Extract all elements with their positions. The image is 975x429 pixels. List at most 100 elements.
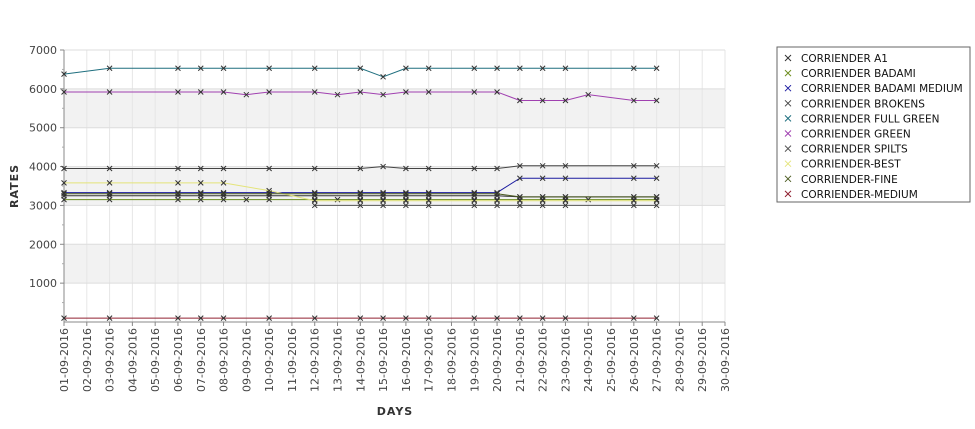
x-tick-label: 30-09-2016 <box>719 328 732 392</box>
marker-stroke <box>517 175 523 182</box>
marker-stroke <box>494 197 500 204</box>
marker-stroke <box>334 91 341 98</box>
data-point <box>357 190 364 197</box>
series-line <box>64 193 657 198</box>
data-point <box>653 162 660 169</box>
y-tick-label: 2000 <box>29 238 57 251</box>
data-point <box>220 315 227 321</box>
marker-stroke <box>585 91 592 98</box>
data-point <box>61 71 67 77</box>
x-tick-label: 08-09-2016 <box>218 328 231 392</box>
x-tick-label: 28-09-2016 <box>673 328 686 392</box>
marker-stroke <box>106 89 113 95</box>
series-line <box>64 165 657 170</box>
data-point <box>471 89 478 95</box>
marker-stroke <box>403 202 409 209</box>
x-tick-label: 09-09-2016 <box>240 328 253 392</box>
data-point <box>266 190 272 197</box>
marker-stroke <box>220 196 227 203</box>
marker-stroke <box>357 165 364 172</box>
legend-item: CORRIENDER-FINE <box>784 174 898 186</box>
data-point <box>562 97 569 104</box>
marker-stroke <box>494 65 500 72</box>
data-point <box>357 202 364 209</box>
marker-stroke <box>425 202 432 209</box>
marker-stroke <box>784 130 792 137</box>
marker-stroke <box>106 190 113 197</box>
marker-stroke <box>494 315 500 321</box>
x-tick-label: 29-09-2016 <box>696 328 709 392</box>
data-point <box>425 190 432 197</box>
data-point <box>403 189 409 196</box>
marker-stroke <box>106 180 113 186</box>
marker-stroke <box>425 196 432 203</box>
data-point <box>562 175 569 182</box>
data-point <box>61 165 67 172</box>
data-point <box>175 180 181 186</box>
data-point <box>311 89 318 95</box>
marker-stroke <box>403 315 409 321</box>
marker-stroke <box>311 65 318 72</box>
x-tick-label: 13-09-2016 <box>332 328 345 392</box>
marker-stroke <box>784 99 792 107</box>
data-point <box>471 196 478 203</box>
data-point <box>220 196 227 203</box>
data-point <box>585 196 592 203</box>
marker-stroke <box>380 163 386 170</box>
data-point <box>334 196 341 203</box>
x-tick-label: 06-09-2016 <box>172 328 185 392</box>
data-point <box>61 315 67 321</box>
marker-stroke <box>197 180 204 186</box>
data-point <box>197 65 204 72</box>
data-point <box>494 196 500 203</box>
legend-item: CORRIENDER BADAMI <box>784 68 916 80</box>
data-point <box>311 197 318 204</box>
marker-stroke <box>784 160 792 168</box>
legend-label: CORRIENDER A1 <box>801 53 888 65</box>
data-point <box>175 315 181 321</box>
marker-stroke <box>380 190 386 197</box>
data-point <box>243 196 250 203</box>
x-tick-label: 21-09-2016 <box>514 328 527 392</box>
marker-stroke <box>517 97 523 104</box>
legend-marker <box>784 54 792 62</box>
legend-label: CORRIENDER FULL GREEN <box>801 113 939 125</box>
marker-stroke <box>653 97 660 104</box>
marker-stroke <box>562 202 569 209</box>
x-tick-label: 23-09-2016 <box>559 328 572 392</box>
data-point <box>357 89 364 95</box>
data-point <box>197 89 204 95</box>
data-point <box>106 190 113 197</box>
data-point <box>471 165 478 172</box>
data-point <box>175 189 181 196</box>
legend-item: CORRIENDER-MEDIUM <box>784 189 918 201</box>
legend-label: CORRIENDER SPILTS <box>801 144 908 156</box>
data-point <box>653 315 660 321</box>
data-point <box>471 190 478 197</box>
data-point <box>539 162 546 169</box>
marker-stroke <box>175 190 181 197</box>
data-point <box>630 175 637 182</box>
marker-stroke <box>784 115 792 122</box>
series-corriender-fine <box>61 190 660 200</box>
x-tick-label: 04-09-2016 <box>126 328 139 392</box>
data-point <box>106 165 113 172</box>
x-tick-label: 01-09-2016 <box>58 328 71 392</box>
data-point <box>403 89 409 95</box>
x-tick-label: 25-09-2016 <box>605 328 618 392</box>
data-point <box>334 91 341 98</box>
data-point <box>403 315 409 321</box>
marker-stroke <box>61 180 67 186</box>
marker-stroke <box>425 65 432 72</box>
data-point <box>61 180 67 186</box>
marker-stroke <box>539 202 546 209</box>
y-axis-ticks: 1000 2000 3000 4000 5000 6000 7000 <box>29 44 64 304</box>
data-point <box>517 65 523 72</box>
marker-stroke <box>380 197 386 204</box>
y-tick-label: 5000 <box>29 122 57 135</box>
marker-stroke <box>471 196 478 203</box>
marker-stroke <box>784 54 792 62</box>
marker-stroke <box>539 194 546 200</box>
data-point <box>425 89 432 95</box>
marker-stroke <box>311 165 318 172</box>
